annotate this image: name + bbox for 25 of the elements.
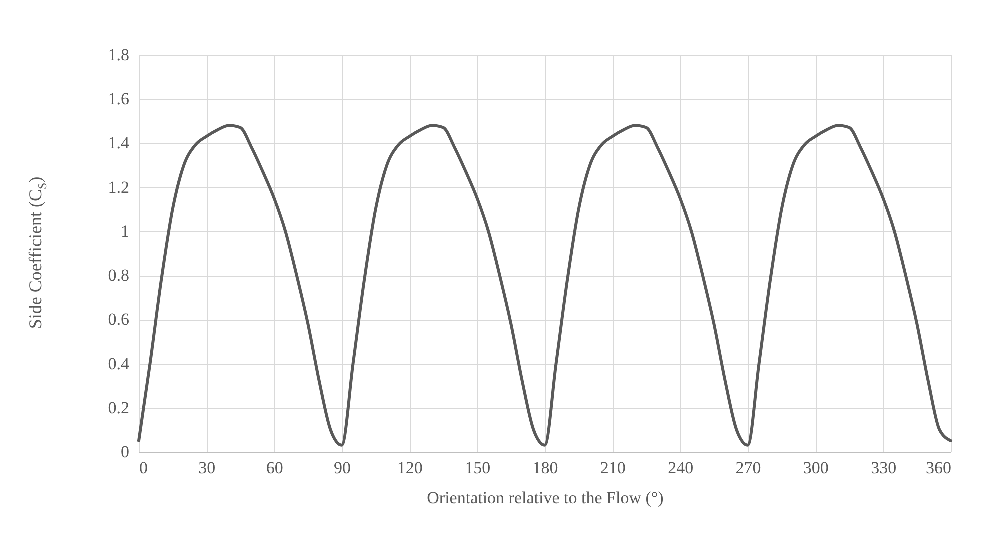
x-tick-label: 120 bbox=[397, 458, 423, 478]
y-tick-label: 0.2 bbox=[108, 398, 130, 418]
x-tick-label: 240 bbox=[668, 458, 694, 478]
x-tick-label: 180 bbox=[532, 458, 558, 478]
y-tick-label: 0 bbox=[121, 442, 130, 462]
x-tick-label: 150 bbox=[465, 458, 491, 478]
y-tick-label: 1.8 bbox=[108, 46, 130, 64]
x-axis-title: Orientation relative to the Flow (°) bbox=[427, 488, 664, 508]
y-tick-label: 1.6 bbox=[108, 90, 130, 109]
x-tick-label: 30 bbox=[198, 458, 216, 478]
x-tick-label: 90 bbox=[334, 458, 351, 478]
y-tick-label: 1 bbox=[121, 222, 130, 241]
x-tick-label: 0 bbox=[140, 458, 148, 478]
x-tick-label: 60 bbox=[266, 458, 284, 478]
y-tick-label: 0.8 bbox=[108, 266, 130, 286]
y-tick-label: 1.4 bbox=[108, 134, 130, 153]
x-tick-label: 210 bbox=[600, 458, 626, 478]
x-tick-label: 360 bbox=[926, 458, 952, 478]
y-tick-label: 0.6 bbox=[108, 310, 130, 330]
x-tick-label: 300 bbox=[803, 458, 829, 478]
y-tick-label: 0.4 bbox=[108, 354, 130, 374]
x-tick-label: 330 bbox=[871, 458, 897, 478]
line-series bbox=[138, 124, 952, 447]
x-tick-label: 270 bbox=[736, 458, 762, 478]
y-tick-label: 1.2 bbox=[108, 178, 130, 197]
